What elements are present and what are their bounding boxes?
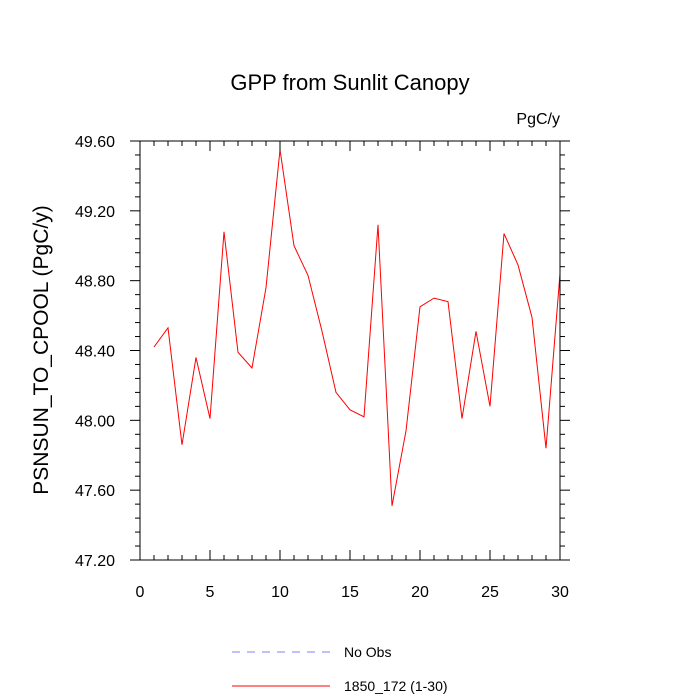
legend-label-0: No Obs: [344, 644, 391, 660]
legend-label-1: 1850_172 (1-30): [344, 678, 448, 694]
y-tick-label: 47.60: [75, 483, 115, 500]
legend: No Obs 1850_172 (1-30): [232, 644, 448, 694]
x-tick-label: 30: [551, 584, 569, 601]
x-tick-label: 5: [206, 584, 215, 601]
x-tick-label: 25: [481, 584, 499, 601]
plot-layer: [153, 149, 561, 506]
y-tick-label: 48.80: [75, 274, 115, 291]
units-label: PgC/y: [516, 111, 560, 128]
y-axis-label: PSNSUN_TO_CPOOL (PgC/y): [30, 205, 53, 494]
y-tick-label: 48.00: [75, 413, 115, 430]
chart-title: GPP from Sunlit Canopy: [230, 70, 469, 95]
x-tick-label: 10: [271, 584, 289, 601]
axes-layer: 0 5 10 15 20 25 30 47.20 47.60 48.00 48.40 48.80 49.…: [75, 134, 570, 601]
y-tick-label: 49.60: [75, 134, 115, 151]
x-tick-label: 15: [341, 584, 359, 601]
series-line-1: [153, 149, 561, 506]
y-tick-label: 48.40: [75, 344, 115, 361]
y-tick-label: 49.20: [75, 204, 115, 221]
plot-frame: [139, 140, 561, 561]
y-tick-label: 47.20: [75, 553, 115, 570]
x-tick-label: 0: [136, 584, 145, 601]
x-tick-label: 20: [411, 584, 429, 601]
